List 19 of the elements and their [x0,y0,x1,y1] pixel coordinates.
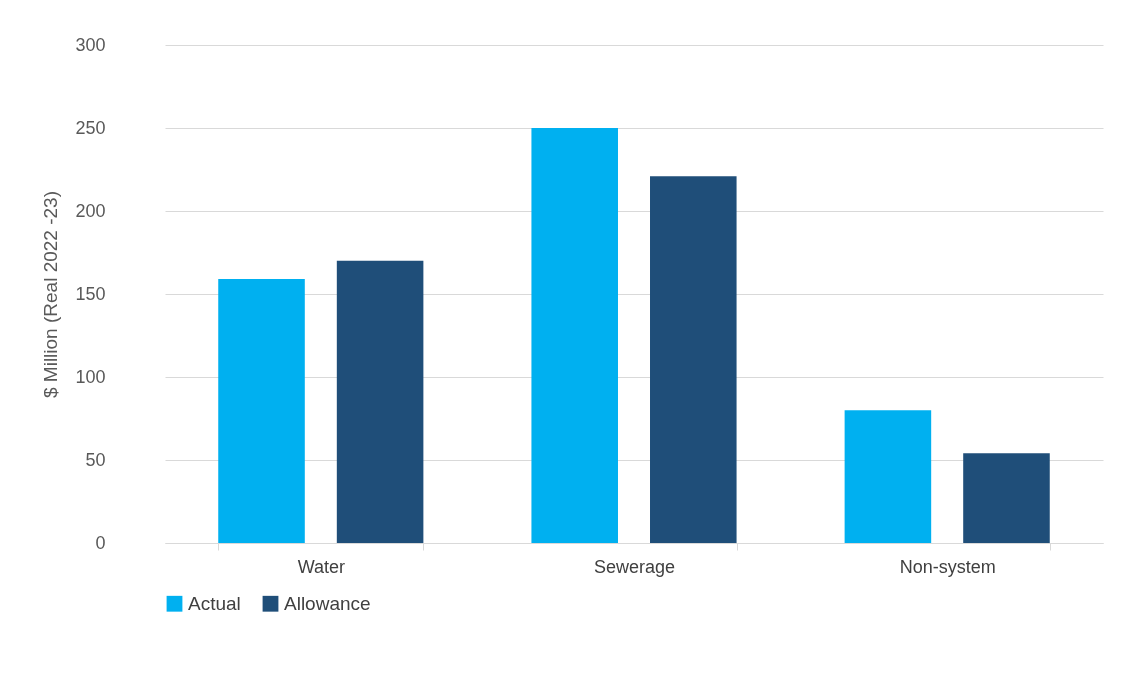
y-tick-label: 300 [75,34,106,55]
y-tick-label: 250 [75,117,106,138]
bar [844,410,932,543]
bar [531,128,618,543]
bar [336,260,424,543]
y-tick-label: 200 [75,200,106,221]
x-tick-label: Water [297,556,345,577]
x-tick-label: Non-system [899,556,996,577]
y-axis-title: $ Million (Real 2022 -23) [40,191,62,398]
legend-label: Actual [188,592,241,614]
x-tick-label: Sewerage [593,556,676,577]
bar [650,176,737,543]
y-tick-label: 0 [95,532,106,553]
legend-label: Allowance [284,592,371,614]
bar [218,279,305,543]
y-tick-label: 100 [75,366,106,387]
y-tick-label: 50 [85,449,106,470]
bar [963,453,1050,543]
y-tick-label: 150 [75,283,106,304]
